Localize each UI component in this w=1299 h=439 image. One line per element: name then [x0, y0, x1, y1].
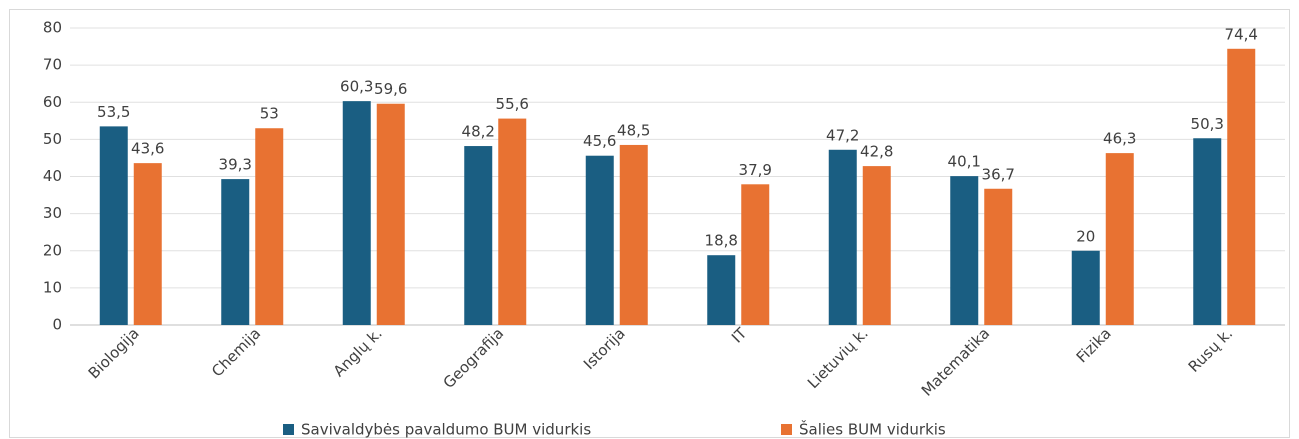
data-label: 53,5: [97, 103, 130, 121]
data-label: 20: [1076, 227, 1095, 245]
bar: [1105, 153, 1134, 325]
data-label: 40,1: [948, 153, 981, 171]
data-label: 48,5: [617, 121, 650, 139]
bar: [707, 255, 736, 325]
data-label: 37,9: [739, 161, 772, 179]
bar: [99, 126, 128, 325]
data-label: 53: [260, 105, 279, 123]
y-tick-label: 10: [43, 278, 62, 296]
data-label: 74,4: [1225, 25, 1258, 43]
y-tick-label: 30: [43, 204, 62, 222]
bar: [221, 179, 250, 325]
bar: [950, 176, 979, 325]
data-label: 50,3: [1191, 115, 1224, 133]
data-label: 60,3: [340, 78, 373, 96]
data-label: 59,6: [374, 80, 407, 98]
bar: [133, 163, 162, 325]
y-tick-label: 60: [43, 93, 62, 111]
y-tick-label: 70: [43, 56, 62, 74]
data-label: 47,2: [826, 126, 859, 144]
data-label: 55,6: [496, 95, 529, 113]
y-tick-label: 20: [43, 241, 62, 259]
data-label: 45,6: [583, 132, 616, 150]
bar: [498, 118, 527, 326]
bar: [1227, 48, 1256, 325]
bar: [984, 188, 1013, 325]
y-tick-label: 40: [43, 167, 62, 185]
bar: [828, 149, 857, 325]
legend-swatch: [781, 424, 792, 435]
bar: [255, 128, 284, 325]
data-label: 48,2: [462, 123, 495, 141]
data-label: 39,3: [219, 156, 252, 174]
bar: [862, 166, 891, 325]
data-label: 18,8: [705, 232, 738, 250]
data-label: 46,3: [1103, 130, 1136, 148]
y-tick-label: 0: [52, 316, 62, 334]
data-label: 42,8: [860, 143, 893, 161]
bar: [585, 155, 614, 325]
y-tick-label: 80: [43, 19, 62, 37]
bar: [342, 101, 371, 325]
legend-label: Savivaldybės pavaldumo BUM vidurkis: [301, 421, 591, 439]
bar: [741, 184, 770, 325]
bar: [1071, 250, 1100, 325]
data-label: 43,6: [131, 140, 164, 158]
bar: [464, 146, 493, 325]
legend-label: Šalies BUM vidurkis: [799, 420, 946, 439]
y-tick-label: 50: [43, 130, 62, 148]
bar: [376, 103, 405, 325]
chart-frame: [9, 9, 1290, 438]
data-label: 36,7: [982, 165, 1015, 183]
legend-swatch: [283, 424, 294, 435]
bar: [619, 144, 648, 325]
bar: [1193, 138, 1222, 325]
